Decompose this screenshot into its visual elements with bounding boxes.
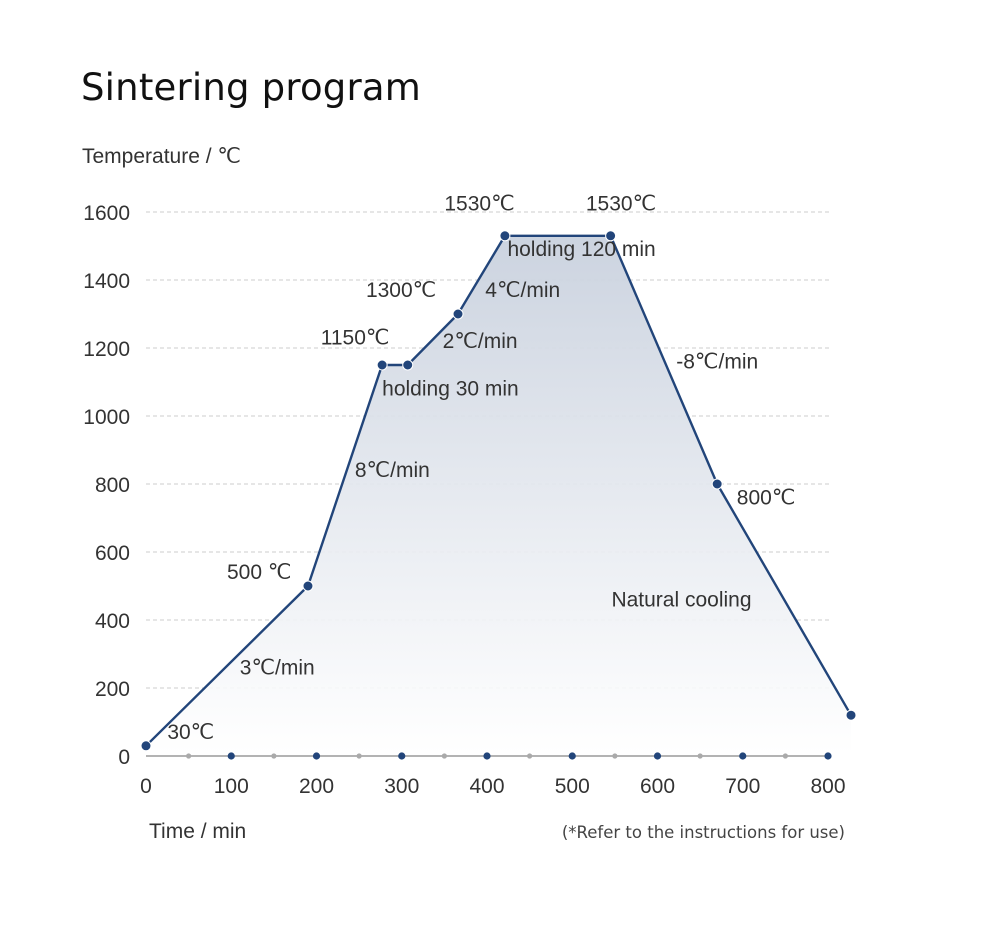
y-tick-label: 1200: [83, 338, 130, 361]
x-major-tick: [739, 752, 747, 760]
area-fill: [146, 235, 851, 755]
x-tick-label: 200: [299, 775, 334, 798]
y-tick-label: 400: [95, 610, 130, 633]
footnote: (*Refer to the instructions for use): [562, 823, 845, 842]
x-major-tick: [398, 752, 406, 760]
x-major-tick: [568, 752, 576, 760]
y-tick-label: 1000: [83, 406, 130, 429]
x-tick-label: 100: [214, 775, 249, 798]
x-major-tick: [312, 752, 321, 760]
x-minor-tick: [356, 753, 362, 759]
x-tick-label: 500: [555, 775, 590, 798]
x-minor-tick: [782, 753, 788, 759]
data-point: [402, 359, 414, 371]
data-point: [376, 359, 388, 371]
x-minor-tick: [527, 753, 533, 759]
data-point: [140, 740, 152, 752]
x-tick-label: 800: [810, 775, 845, 798]
x-minor-tick: [612, 753, 618, 759]
annotation: -8℃/min: [676, 350, 758, 373]
annotation: holding 120 min: [507, 238, 655, 261]
x-tick-label: 400: [469, 775, 504, 798]
data-point: [711, 478, 723, 490]
x-major-tick: [483, 752, 491, 760]
annotation: 3℃/min: [240, 656, 315, 679]
annotation: 2℃/min: [443, 330, 518, 353]
annotation: Natural cooling: [611, 588, 751, 611]
x-tick-label: 0: [140, 775, 152, 798]
x-minor-tick: [186, 753, 192, 759]
y-tick-label: 0: [118, 746, 130, 769]
data-point: [845, 709, 857, 721]
y-tick-label: 600: [95, 542, 130, 565]
annotation: 800℃: [737, 486, 796, 509]
x-minor-tick: [271, 753, 277, 759]
annotation: 8℃/min: [355, 459, 430, 482]
annotation: 500 ℃: [227, 561, 291, 584]
annotation: holding 30 min: [382, 378, 519, 401]
annotation: 1530℃: [444, 192, 514, 215]
data-point: [302, 580, 314, 592]
y-tick-label: 800: [95, 474, 130, 497]
x-tick-label: 700: [725, 775, 760, 798]
x-minor-tick: [697, 753, 703, 759]
x-major-tick: [227, 752, 235, 760]
data-point: [605, 230, 617, 242]
y-tick-label: 200: [95, 678, 130, 701]
annotation: 1530℃: [586, 192, 656, 215]
annotation: 1300℃: [366, 279, 436, 302]
data-point: [452, 308, 464, 320]
y-tick-label: 1400: [83, 270, 130, 293]
chart-title: Sintering program: [81, 66, 422, 109]
x-major-tick: [653, 752, 662, 760]
x-minor-tick: [441, 753, 447, 759]
y-axis-label: Temperature / ℃: [82, 145, 241, 168]
y-tick-label: 1600: [83, 202, 130, 225]
annotation: 1150℃: [321, 327, 390, 350]
annotation: 30℃: [167, 721, 214, 744]
x-major-tick: [824, 752, 832, 760]
x-tick-label: 600: [640, 775, 675, 798]
data-point: [499, 230, 511, 242]
x-tick-label: 300: [384, 775, 419, 798]
x-axis-label: Time / min: [149, 820, 246, 843]
annotation: 4℃/min: [485, 279, 560, 302]
